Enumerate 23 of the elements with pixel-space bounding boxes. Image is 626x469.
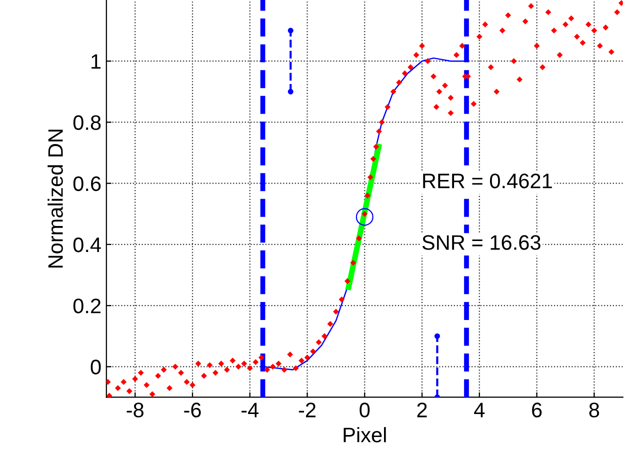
y-tick-label: 0.8 xyxy=(73,115,101,130)
annotation: RER = 0.4621 xyxy=(423,174,552,188)
x-tick-label: 2 xyxy=(417,402,427,418)
x-tick-label: -4 xyxy=(242,402,259,418)
x-tick-label: -6 xyxy=(184,402,201,418)
x-tick-label: 8 xyxy=(589,402,600,418)
point xyxy=(288,28,294,34)
y-tick-label: 0 xyxy=(90,360,101,374)
x-tick-label: 4 xyxy=(474,402,485,418)
x-tick-label: -8 xyxy=(126,402,144,418)
point xyxy=(288,88,294,94)
y-tick-label: 0.6 xyxy=(73,176,101,192)
x-tick-label: 6 xyxy=(532,402,542,418)
annotation: SNR = 16.63 xyxy=(422,235,540,250)
y-axis-title: Normalized DN xyxy=(48,130,63,268)
x-tick-label: 0 xyxy=(360,402,370,418)
y-tick-label: 0.4 xyxy=(73,237,101,252)
point xyxy=(434,333,440,339)
x-axis-title: Pixel xyxy=(344,427,386,442)
x-tick-label: -2 xyxy=(298,402,316,418)
point xyxy=(356,208,374,226)
y-tick-label: 0.2 xyxy=(73,298,101,314)
y-tick-label: 1 xyxy=(92,54,101,69)
